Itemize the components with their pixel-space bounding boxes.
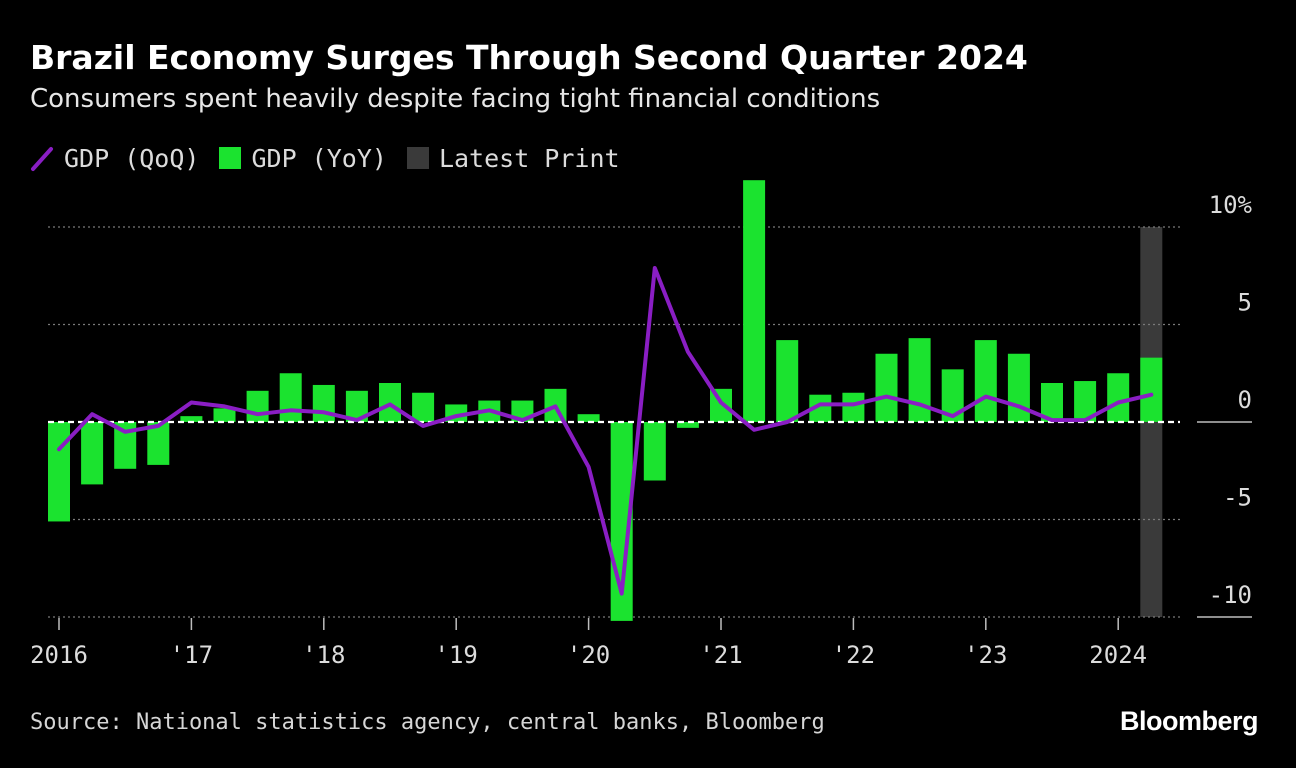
- yoy-bar: [312, 384, 335, 422]
- legend-item-qoq: GDP (QoQ): [30, 143, 199, 173]
- x-tick-label: '20: [567, 641, 610, 669]
- yoy-bar: [776, 340, 799, 422]
- legend: GDP (QoQ) GDP (YoY) Latest Print: [30, 140, 640, 176]
- source-note: Source: National statistics agency, cent…: [30, 710, 825, 735]
- yoy-bar: [1107, 373, 1130, 422]
- yoy-bar: [842, 392, 865, 422]
- x-tick-label: 2016: [30, 641, 88, 669]
- yoy-bar: [809, 394, 832, 422]
- bloomberg-logo: Bloomberg: [1119, 706, 1259, 736]
- yoy-bar: [48, 422, 70, 522]
- legend-item-latest: Latest Print: [406, 143, 620, 173]
- yoy-bar: [743, 180, 766, 422]
- yoy-bar: [279, 373, 302, 422]
- yoy-bar: [875, 353, 898, 422]
- y-tick-label: -5: [1223, 484, 1252, 512]
- x-tick-label: '17: [170, 641, 213, 669]
- yoy-bar: [412, 392, 435, 422]
- legend-label-yoy: GDP (YoY): [251, 143, 387, 173]
- yoy-bar: [643, 422, 666, 481]
- band-swatch-icon: [406, 147, 429, 169]
- yoy-bar: [180, 416, 203, 422]
- yoy-bar: [246, 390, 269, 422]
- yoy-bar: [676, 422, 699, 428]
- bar-swatch-icon: [219, 147, 242, 169]
- x-tick-label: '19: [435, 641, 478, 669]
- yoy-bar: [941, 369, 964, 422]
- qoq-line-layer: [57, 266, 1154, 596]
- line-swatch-icon: [31, 147, 53, 171]
- yoy-bar: [114, 422, 137, 469]
- y-tick-label: -10: [1209, 581, 1252, 609]
- yoy-bar: [1041, 383, 1063, 422]
- qoq-line: [57, 266, 1154, 596]
- yoy-bar: [974, 340, 997, 422]
- x-tick-label: '23: [964, 641, 1007, 669]
- legend-item-yoy: GDP (YoY): [219, 143, 387, 173]
- chart-subtitle: Consumers spent heavily despite facing t…: [30, 84, 881, 114]
- y-tick-label: 10%: [1209, 191, 1253, 219]
- chart-title: Brazil Economy Surges Through Second Qua…: [30, 38, 1028, 77]
- yoy-bar: [345, 390, 368, 422]
- legend-label-latest: Latest Print: [438, 143, 620, 173]
- yoy-bar: [1074, 381, 1097, 422]
- legend-label-qoq: GDP (QoQ): [64, 143, 200, 173]
- yoy-bar: [213, 408, 236, 422]
- yoy-bar: [1007, 353, 1030, 422]
- y-tick-label: 5: [1238, 289, 1252, 317]
- y-tick-label: 0: [1238, 386, 1252, 414]
- x-tick-label: '22: [832, 641, 875, 669]
- yoy-bar: [81, 422, 104, 485]
- yoy-bar: [908, 338, 931, 422]
- yoy-bar: [1140, 357, 1163, 422]
- y-axis-labels: 10% 5 0 -5 -10: [1209, 191, 1253, 609]
- yoy-bar: [577, 414, 600, 422]
- x-tick-label: '21: [699, 641, 742, 669]
- x-tick-label: '18: [302, 641, 345, 669]
- yoy-bar: [147, 422, 170, 465]
- x-tick-label: 2024: [1089, 641, 1147, 669]
- x-axis-labels: 2016 '17 '18 '19 '20 '21 '22 '23 2024: [30, 618, 1147, 669]
